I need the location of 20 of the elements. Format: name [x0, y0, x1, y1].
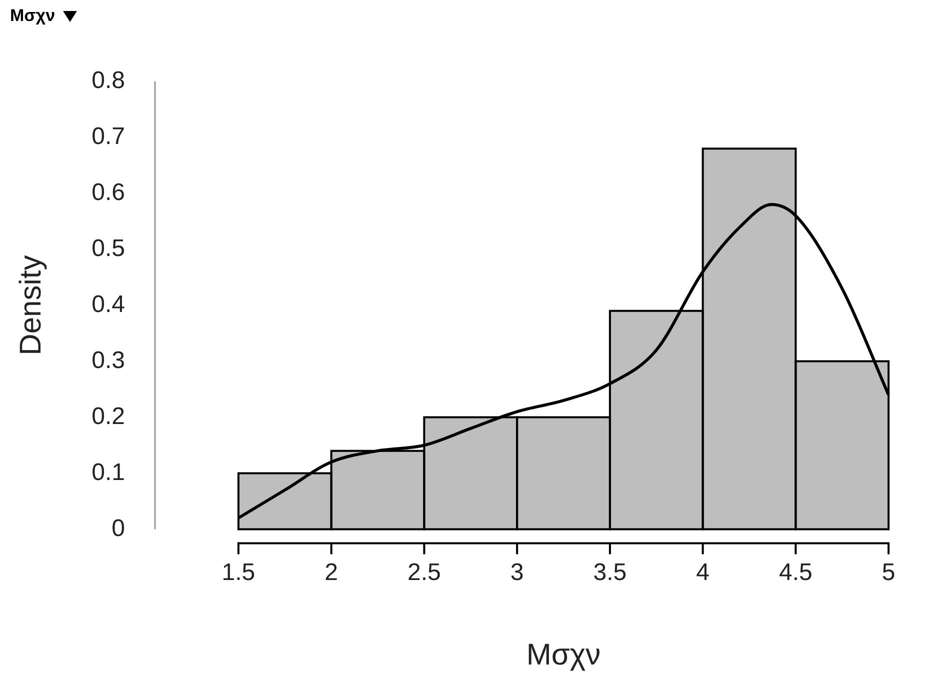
y-tick-label: 0.5: [92, 234, 125, 262]
y-tick-label: 0.6: [92, 178, 125, 206]
x-tick-label: 3: [510, 559, 524, 586]
y-tick-label: 0.4: [92, 290, 125, 318]
y-tick-label: 0.7: [92, 123, 125, 150]
text: Mσχν: [10, 6, 56, 26]
x-tick-label: 4: [696, 559, 710, 586]
x-tick-label: 2: [324, 559, 338, 586]
y-tick-label: 0: [112, 514, 125, 542]
x-tick-label: 4.5: [779, 559, 812, 586]
y-tick-label: 0.3: [92, 346, 125, 374]
y-tick-label: 0.2: [92, 402, 125, 430]
y-axis-title: Density: [14, 255, 48, 356]
x-tick-label: 2.5: [408, 559, 441, 586]
x-axis-title: Mσχν: [526, 638, 601, 672]
x-tick-label: 5: [882, 559, 896, 586]
y-tick-label: 0.8: [92, 67, 125, 94]
y-tick-label: 0.1: [92, 458, 125, 486]
x-tick-label: 1.5: [222, 559, 256, 586]
x-tick-label: 3.5: [593, 559, 627, 586]
